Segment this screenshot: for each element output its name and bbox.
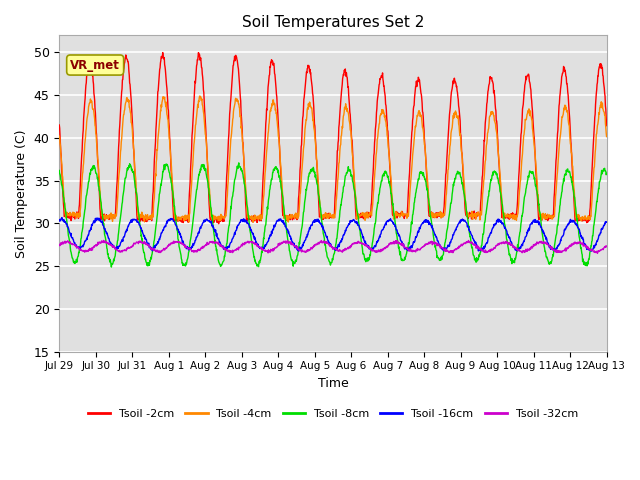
X-axis label: Time: Time bbox=[317, 377, 348, 390]
Title: Soil Temperatures Set 2: Soil Temperatures Set 2 bbox=[242, 15, 424, 30]
Legend: Tsoil -2cm, Tsoil -4cm, Tsoil -8cm, Tsoil -16cm, Tsoil -32cm: Tsoil -2cm, Tsoil -4cm, Tsoil -8cm, Tsoi… bbox=[83, 405, 582, 423]
Y-axis label: Soil Temperature (C): Soil Temperature (C) bbox=[15, 129, 28, 258]
Text: VR_met: VR_met bbox=[70, 59, 120, 72]
